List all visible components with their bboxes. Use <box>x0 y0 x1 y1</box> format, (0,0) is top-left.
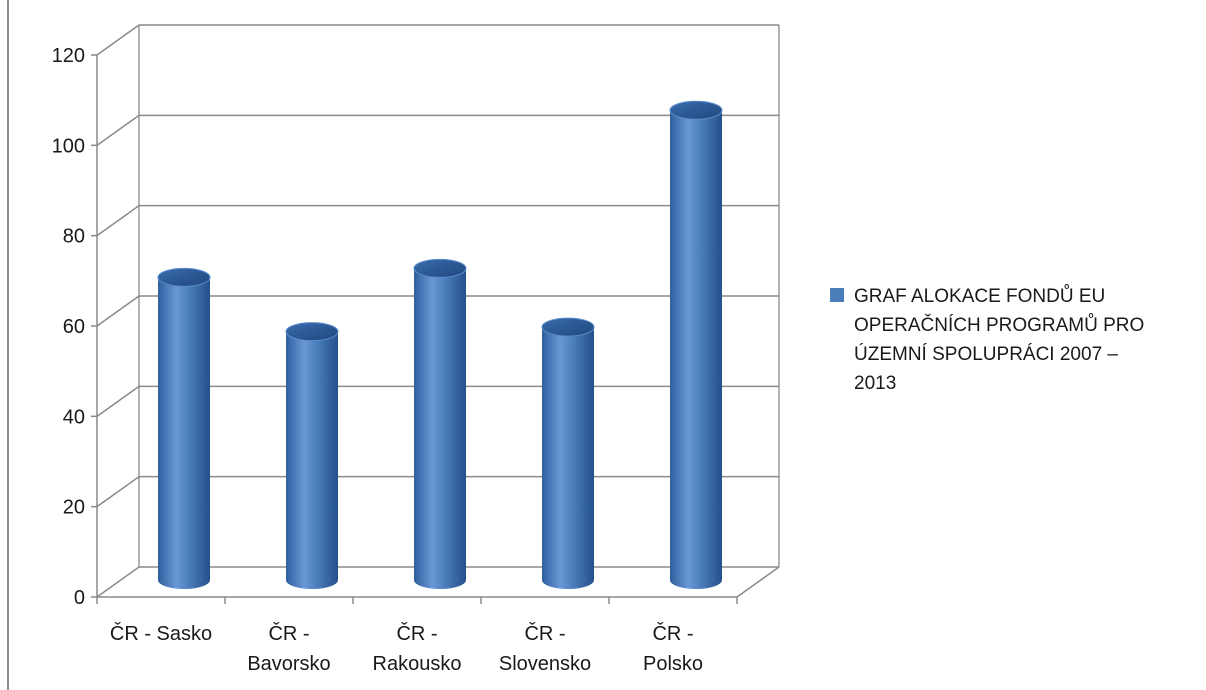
x-tick-label: ČR -Rakousko <box>373 622 462 675</box>
bar <box>157 267 211 589</box>
y-tick-label: 80 <box>63 226 85 248</box>
x-axis: ČR - Sasko ČR -Bavorsko ČR -Rakousko ČR -Sl… <box>96 597 738 675</box>
y-tick-label: 120 <box>52 45 85 67</box>
y-tick-label: 100 <box>52 135 85 157</box>
y-axis: 0 20 40 60 80 100 120 <box>52 45 98 609</box>
legend-swatch <box>830 288 844 302</box>
bars <box>157 100 723 590</box>
bar <box>669 100 723 590</box>
x-tick-label: ČR - Sasko <box>110 622 212 645</box>
legend-label: GRAF ALOKACE FONDŮ EU OPERAČNÍCH PROGRAM… <box>854 286 1145 394</box>
y-tick-label: 60 <box>63 316 85 338</box>
legend: GRAF ALOKACE FONDŮ EU OPERAČNÍCH PROGRAM… <box>830 282 1160 398</box>
floor-right-edge <box>736 566 780 598</box>
x-tick-label: ČR -Polsko <box>643 622 703 675</box>
gridline <box>96 24 779 56</box>
y-tick-label: 20 <box>63 497 85 519</box>
x-tick-label: ČR -Slovensko <box>499 622 591 675</box>
y-tick-label: 0 <box>74 587 85 609</box>
bar <box>541 317 595 589</box>
y-tick-label: 40 <box>63 406 85 428</box>
x-tick-label: ČR -Bavorsko <box>247 622 330 675</box>
bar <box>285 322 339 589</box>
chart-walls <box>7 0 780 690</box>
bar <box>413 258 467 589</box>
